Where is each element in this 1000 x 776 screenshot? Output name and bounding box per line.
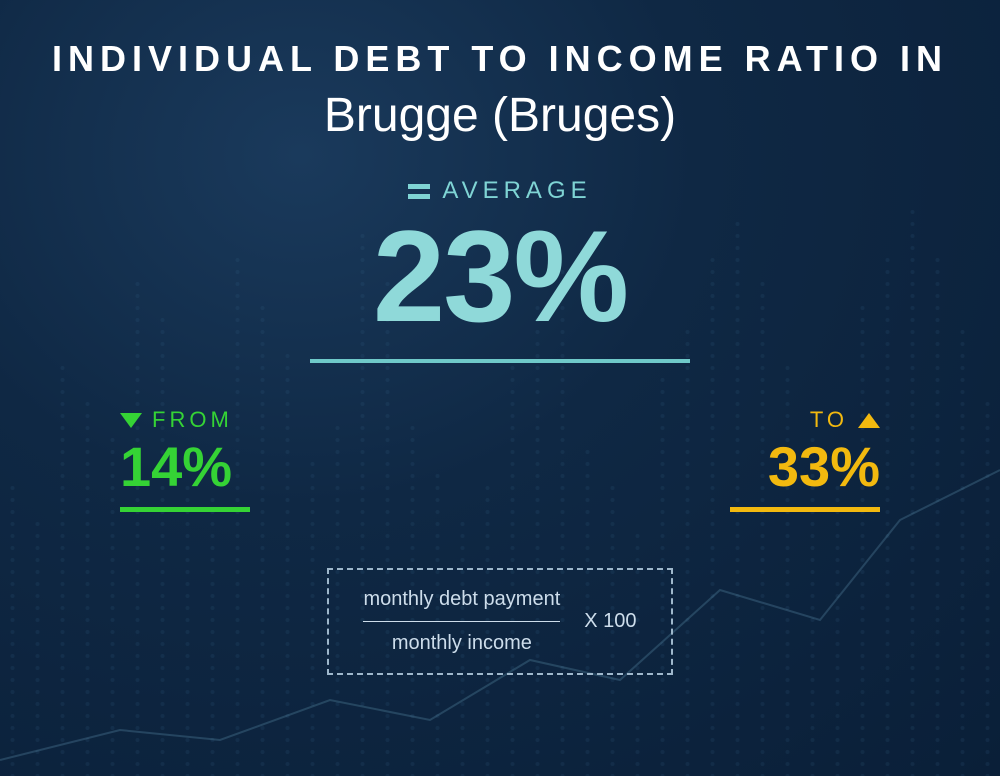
- formula-multiplier: X 100: [584, 610, 636, 633]
- range-from-label-row: FROM: [120, 407, 250, 433]
- formula-numerator: monthly debt payment: [363, 588, 560, 611]
- formula-fraction: monthly debt payment monthly income: [363, 588, 560, 655]
- formula-denominator: monthly income: [392, 632, 532, 655]
- range-to-label-row: TO: [730, 407, 880, 433]
- range-to-block: TO 33%: [730, 407, 880, 512]
- average-value: 23%: [310, 211, 690, 341]
- range-to-value: 33%: [730, 439, 880, 495]
- range-row: FROM 14% TO 33%: [120, 407, 880, 512]
- average-underline: [310, 359, 690, 363]
- average-block: AVERAGE 23%: [310, 177, 690, 363]
- formula-divider: [363, 621, 560, 622]
- range-from-value: 14%: [120, 439, 250, 495]
- triangle-up-icon: [858, 413, 880, 428]
- title-line2: Brugge (Bruges): [324, 88, 676, 143]
- equals-icon: [408, 184, 430, 199]
- average-label: AVERAGE: [442, 177, 591, 205]
- triangle-down-icon: [120, 413, 142, 428]
- range-from-label: FROM: [152, 407, 233, 433]
- range-from-underline: [120, 507, 250, 512]
- range-from-block: FROM 14%: [120, 407, 250, 512]
- range-to-label: TO: [810, 407, 848, 433]
- infographic-content: INDIVIDUAL DEBT TO INCOME RATIO IN Brugg…: [0, 0, 1000, 776]
- average-label-row: AVERAGE: [310, 177, 690, 205]
- range-to-underline: [730, 507, 880, 512]
- formula-box: monthly debt payment monthly income X 10…: [327, 568, 672, 675]
- title-line1: INDIVIDUAL DEBT TO INCOME RATIO IN: [52, 38, 948, 80]
